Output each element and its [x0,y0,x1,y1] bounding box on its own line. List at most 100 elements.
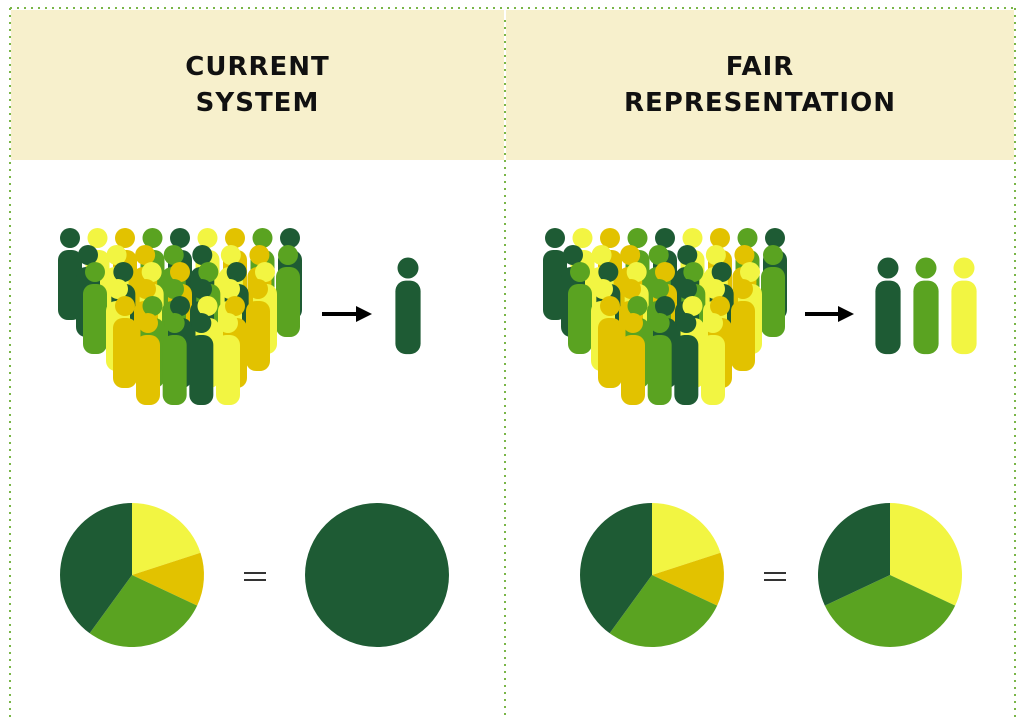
person-head [573,228,593,248]
person [276,245,300,337]
person-head [954,258,975,279]
person [216,313,240,405]
page: CURRENT SYSTEM FAIR REPRESENTATION [0,0,1024,717]
person-head [712,262,732,282]
arrow [805,306,854,322]
person-head [649,245,669,265]
person-head [253,228,273,248]
person [674,313,698,405]
person-head [164,279,184,299]
person-body [246,301,270,371]
person-head [570,262,590,282]
person-head [198,228,218,248]
person-head [113,262,133,282]
person-head [170,228,190,248]
person-head [677,245,697,265]
person-head [620,245,640,265]
person-head [710,228,730,248]
person-head [627,262,647,282]
person-head [598,262,618,282]
person-head [218,313,238,333]
person-body [136,335,160,405]
person [163,313,187,405]
person-head [734,245,754,265]
person-body [761,267,785,337]
person-head [138,313,158,333]
person-head [225,228,245,248]
person-head [916,258,937,279]
person-body [189,335,213,405]
person [621,313,645,405]
person-head [765,228,785,248]
person-head [628,296,648,316]
person-head [623,313,643,333]
person [568,262,592,354]
person-head [249,245,269,265]
person-head [278,245,298,265]
person-head [676,313,696,333]
person-head [170,296,190,316]
person-head [135,245,155,265]
person [761,245,785,337]
person-head [763,245,783,265]
person-head [227,262,247,282]
person-head [220,279,240,299]
person-head [738,228,758,248]
person [701,313,725,405]
person-head [683,296,703,316]
person-head [164,245,184,265]
person-head [280,228,300,248]
person-head [655,228,675,248]
person-head [706,245,726,265]
person-head [600,228,620,248]
person-body [701,335,725,405]
person-head [650,313,670,333]
person-head [192,279,212,299]
person-body [395,281,420,355]
person-body [875,281,900,355]
person-head [107,245,127,265]
person-head [191,313,211,333]
person-head [85,262,105,282]
person-body [674,335,698,405]
person-head [600,296,620,316]
person [113,296,137,388]
person-body [731,301,755,371]
person-body [163,335,187,405]
person-head [677,279,697,299]
person-head [649,279,669,299]
person-head [703,313,723,333]
person-head [545,228,565,248]
person-head [398,258,419,279]
person-head [248,279,268,299]
person-body [113,318,137,388]
person [189,313,213,405]
person [83,262,107,354]
person-head [592,245,612,265]
person-head [655,296,675,316]
person-head [136,279,156,299]
person [136,313,160,405]
pie-slice [305,503,449,647]
person-head [683,262,703,282]
person-head [705,279,725,299]
person-body [621,335,645,405]
person-head [198,296,218,316]
person-body [276,267,300,337]
person-head [143,296,163,316]
person-head [621,279,641,299]
person-head [683,228,703,248]
person-head [628,228,648,248]
person [648,313,672,405]
arrow [322,306,372,322]
illustration [0,0,1024,717]
person [395,258,420,355]
person-head [198,262,218,282]
person-head [60,228,80,248]
person-head [170,262,190,282]
person-head [221,245,241,265]
person [875,258,900,355]
person-body [913,281,938,355]
person-body [568,284,592,354]
person-head [115,228,135,248]
